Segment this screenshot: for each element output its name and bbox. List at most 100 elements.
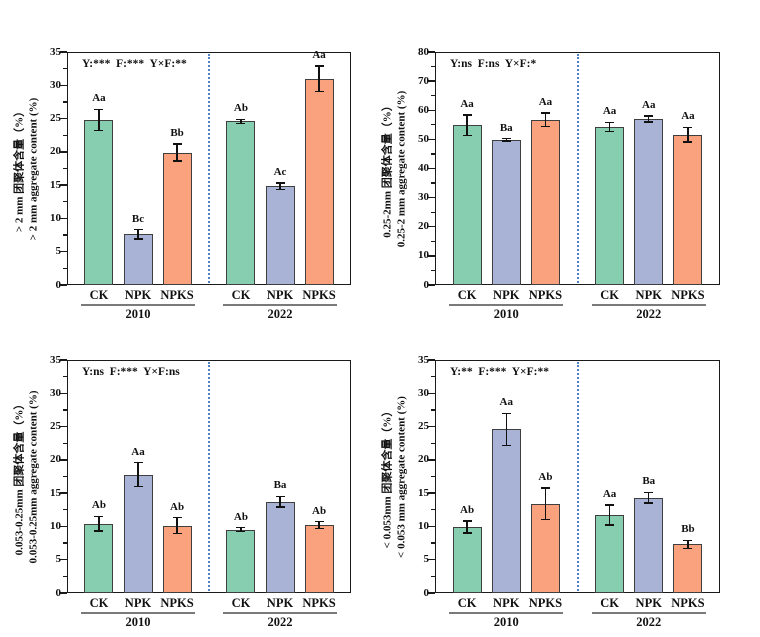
y-minor-tick [63,267,67,269]
y-tick-label: 20 [50,453,61,466]
x-category-label: NPKS [671,596,705,610]
sig-letter: Ab [538,470,553,483]
chart-025-2mm: 0 10 20 30 40 50 60 70 80 0.25-2mm 团聚体含量（%） 0.25-2… [380,0,760,321]
error-bar-line [98,516,100,532]
x-category-label: CK [89,288,109,302]
x-category-label: NPK [124,288,152,302]
y-axis-label-en: < 0.053 mm aggregate content (%) [395,395,407,558]
y-tick-label: 40 [418,162,429,174]
chart-gt2mm: 0 5 10 15 20 25 30 35 > 2 mm 团聚体含量（%） > 2 mm aggr… [0,0,380,321]
bar-npk-2010 [123,474,153,593]
x-category-label: NPK [266,596,294,610]
x-category-label: NPK [635,288,662,302]
error-bar-cap-top [236,118,246,120]
y-minor-tick [431,182,435,184]
sig-letter: Aa [602,488,617,501]
error-bar-cap-bottom [133,485,143,488]
error-bar-line [466,114,468,136]
error-bar-cap-bottom [236,122,246,124]
y-tick-label: 5 [55,245,62,258]
error-bar-cap-top [314,521,324,523]
stats-annotation: Y:ns F:ns Y×F:* [450,58,537,70]
sig-letter: Ba [499,121,513,134]
sig-letter: Ab [233,102,248,115]
error-bar-cap-bottom [605,524,615,526]
y-tick-label: 25 [50,112,61,125]
error-bar-cap-top [314,65,324,67]
y-major-tick [60,84,67,86]
y-major-tick [60,492,67,494]
error-bar-cap-bottom [133,238,143,240]
error-bar-line [318,521,320,529]
group-underline [449,304,564,306]
bar-npks-2022 [673,134,703,285]
y-minor-tick [63,201,67,203]
year-separator-line [208,362,210,591]
group-underline [222,304,338,306]
y-major-tick [428,80,435,82]
sig-letter: Bc [131,212,145,225]
y-major-tick [60,559,67,561]
error-bar-cap-top [462,114,472,116]
y-major-tick [428,196,435,199]
year-label: 2010 [125,307,151,321]
x-category-label: NPK [635,596,662,610]
y-tick-label: 50 [418,132,429,145]
error-bar-cap-bottom [683,547,693,550]
y-minor-tick [63,509,67,511]
y-tick-label: 15 [50,178,61,191]
y-minor-tick [431,211,435,213]
error-bar-cap-bottom [644,502,654,504]
stats-annotation: Y:*** F:*** Y×F:** [82,58,187,70]
y-tick-label: 10 [50,519,61,532]
y-tick-label: 15 [418,486,429,499]
error-bar-cap-top [133,461,143,464]
group-underline [591,612,706,614]
error-bar-line [505,413,507,446]
plot-frame [435,52,720,285]
error-bar-cap-bottom [683,141,693,143]
plot-frame [67,52,351,285]
x-category-label: NPKS [160,596,194,610]
error-bar-line [318,65,320,92]
sig-letter: Aa [681,110,695,123]
error-bar-cap-top [540,487,550,489]
y-tick-label: 80 [418,45,429,58]
y-major-tick [60,359,67,361]
error-bar-line [98,109,100,131]
x-category-label: NPKS [160,288,194,302]
error-bar-cap-top [94,515,104,518]
sig-letter: Bb [170,126,184,139]
sig-letter: Aa [642,99,656,112]
bar-npk-2022 [634,497,664,593]
error-bar-cap-bottom [540,125,550,127]
error-bar-cap-top [462,520,472,522]
sig-letter: Ba [642,475,656,488]
y-tick-label: 60 [418,103,429,116]
y-tick-label: 20 [418,453,429,466]
y-axis-label-cn: 0.25-2mm 团聚体含量（%） [381,99,393,238]
year-separator-line [576,54,579,283]
bar-npks-2022 [673,544,703,593]
error-bar-cap-top [501,137,511,140]
y-major-tick [60,117,67,120]
y-tick-label: 0 [55,586,62,599]
y-minor-tick [63,409,67,411]
y-major-tick [428,359,435,361]
y-minor-tick [431,65,435,68]
error-bar-cap-top [644,115,654,117]
y-minor-tick [63,134,67,136]
error-bar-cap-top [540,112,550,114]
error-bar-line [240,527,242,532]
error-bar-cap-bottom [501,140,511,142]
year-label: 2010 [493,307,519,321]
y-major-tick [428,138,435,141]
year-label: 2010 [125,615,151,629]
error-bar-cap-bottom [275,189,285,191]
bar-npks-2010 [530,119,560,285]
sig-letter: Ab [312,504,327,517]
error-bar-cap-bottom [94,129,104,132]
y-minor-tick [63,376,67,378]
error-bar-cap-top [236,527,246,529]
